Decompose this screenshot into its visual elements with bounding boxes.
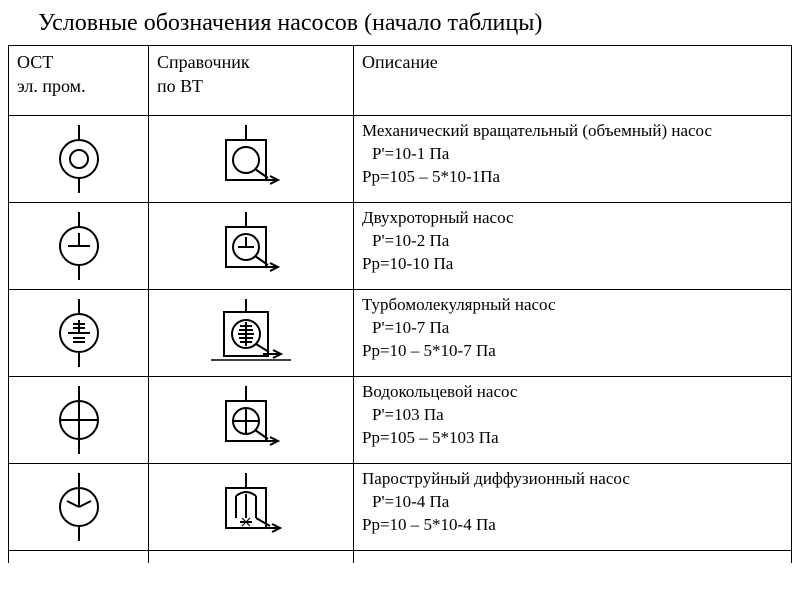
turbo-pump-ost-icon [44, 294, 114, 372]
p-value: P'=10-4 Па [362, 492, 449, 511]
table-row-partial [9, 551, 792, 564]
ref-symbol-cell [149, 464, 354, 551]
header-col1: ОСТ эл. пром. [9, 46, 149, 116]
p-value: P'=10-7 Па [362, 318, 449, 337]
header-col1-line1: ОСТ [17, 52, 53, 72]
ref-symbol-cell [149, 116, 354, 203]
pp-value: Pp=105 – 5*10-1Па [362, 167, 500, 186]
pp-value: Pp=10-10 Па [362, 254, 453, 273]
header-col3-label: Описание [362, 52, 438, 72]
turbo-pump-ref-icon [191, 294, 311, 372]
header-col2-line1: Справочник [157, 52, 250, 72]
table-row: Механический вращательный (объемный) нас… [9, 116, 792, 203]
table-header-row: ОСТ эл. пром. Справочник по ВТ Описание [9, 46, 792, 116]
header-col1-line2: эл. пром. [17, 76, 86, 96]
p-value: P'=103 Па [362, 405, 444, 424]
ost-symbol-cell [9, 116, 149, 203]
pump-name: Турбомолекулярный насос [362, 295, 556, 314]
ref-symbol-cell [149, 377, 354, 464]
pp-value: Pp=105 – 5*103 Па [362, 428, 499, 447]
ost-symbol-cell [9, 290, 149, 377]
waterring-pump-ost-icon [44, 381, 114, 459]
table-row: Двухроторный насос P'=10-2 Па Pp=10-10 П… [9, 203, 792, 290]
ref-symbol-cell [149, 203, 354, 290]
table-row: Пароструйный диффузионный насос P'=10-4 … [9, 464, 792, 551]
mech-pump-ref-icon [196, 120, 306, 198]
biroot-pump-ost-icon [44, 207, 114, 285]
pump-name: Двухроторный насос [362, 208, 514, 227]
ost-symbol-cell [9, 203, 149, 290]
ref-symbol-cell [149, 290, 354, 377]
symbols-table: ОСТ эл. пром. Справочник по ВТ Описание [8, 45, 792, 563]
description-cell: Механический вращательный (объемный) нас… [354, 116, 792, 203]
description-cell: Турбомолекулярный насос P'=10-7 Па Pp=10… [354, 290, 792, 377]
ost-symbol-cell [9, 464, 149, 551]
page-title: Условные обозначения насосов (начало таб… [38, 10, 792, 37]
header-col2: Справочник по ВТ [149, 46, 354, 116]
pump-name: Механический вращательный (объемный) нас… [362, 121, 712, 140]
header-col3: Описание [354, 46, 792, 116]
description-cell: Водокольцевой насос P'=103 Па Pp=105 – 5… [354, 377, 792, 464]
header-col2-line2: по ВТ [157, 76, 203, 96]
table-row: Турбомолекулярный насос P'=10-7 Па Pp=10… [9, 290, 792, 377]
table-row: Водокольцевой насос P'=103 Па Pp=105 – 5… [9, 377, 792, 464]
description-cell: Пароструйный диффузионный насос P'=10-4 … [354, 464, 792, 551]
p-value: P'=10-2 Па [362, 231, 449, 250]
pp-value: Pp=10 – 5*10-4 Па [362, 515, 496, 534]
biroot-pump-ref-icon [196, 207, 306, 285]
pump-name: Пароструйный диффузионный насос [362, 469, 630, 488]
ost-symbol-cell [9, 377, 149, 464]
pp-value: Pp=10 – 5*10-7 Па [362, 341, 496, 360]
description-cell: Двухроторный насос P'=10-2 Па Pp=10-10 П… [354, 203, 792, 290]
diffusion-pump-ost-icon [44, 468, 114, 546]
p-value: P'=10-1 Па [362, 144, 449, 163]
pump-name: Водокольцевой насос [362, 382, 517, 401]
diffusion-pump-ref-icon [196, 468, 306, 546]
waterring-pump-ref-icon [196, 381, 306, 459]
mech-pump-ost-icon [44, 120, 114, 198]
